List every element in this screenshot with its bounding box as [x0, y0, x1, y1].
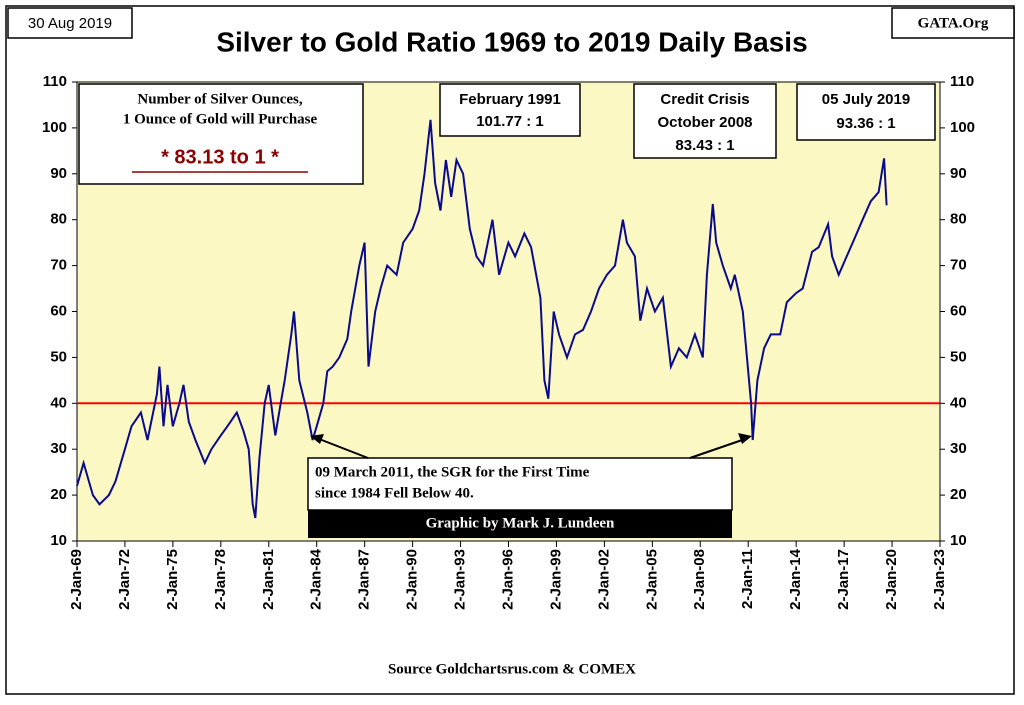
y2-tick-label: 10 [950, 532, 967, 549]
y2-tick-label: 70 [950, 257, 967, 274]
annotation-box [796, 83, 936, 141]
x-tick-label: 2-Jan-02 [595, 549, 612, 610]
series-line [76, 119, 888, 519]
y-tick-label: 20 [50, 486, 67, 503]
annotation-text: February 1991 [459, 91, 561, 108]
source: Source Goldchartsrus.com & COMEX [388, 661, 636, 677]
x-tick-label: 2-Jan-99 [547, 549, 564, 610]
y2-tick-label: 30 [950, 440, 967, 457]
info-line: Number of Silver Ounces, [137, 91, 303, 107]
annotation-text: October 2008 [657, 114, 752, 131]
x-tick-label: 2-Jan-69 [68, 549, 85, 610]
y2-tick-label: 20 [950, 486, 967, 503]
date-box [7, 7, 133, 39]
y-tick-label: 10 [50, 532, 67, 549]
x-tick-label: 2-Jan-81 [260, 549, 277, 610]
y-tick-label: 70 [50, 257, 67, 274]
y-tick-label: 80 [50, 211, 67, 228]
site-label: GATA.Org [918, 15, 989, 31]
x-tick-label: 2-Jan-08 [691, 549, 708, 610]
annotation-text: since 1984 Fell Below 40. [315, 485, 474, 501]
arrow-head [310, 434, 324, 444]
y2-tick-label: 40 [950, 394, 967, 411]
site-box [891, 7, 1015, 39]
x-tick-label: 2-Jan-17 [835, 549, 852, 610]
y-tick-label: 100 [42, 119, 67, 136]
annotation-box [439, 83, 581, 137]
x-tick-label: 2-Jan-78 [212, 549, 229, 610]
info-line: 1 Ounce of Gold will Purchase [123, 111, 318, 127]
x-tick-label: 2-Jan-87 [356, 549, 373, 610]
credit-box [308, 510, 732, 538]
x-tick-label: 2-Jan-93 [452, 549, 469, 610]
x-tick-label: 2-Jan-84 [308, 548, 325, 610]
y-tick-label: 60 [50, 302, 67, 319]
y2-tick-label: 100 [950, 119, 975, 136]
y-tick-label: 50 [50, 348, 67, 365]
date-label: 30 Aug 2019 [28, 15, 112, 32]
annotation-text: 101.77 : 1 [476, 113, 544, 130]
x-tick-label: 2-Jan-05 [643, 549, 660, 610]
y2-tick-label: 50 [950, 348, 967, 365]
x-tick-label: 2-Jan-72 [116, 549, 133, 610]
y2-tick-label: 90 [950, 165, 967, 182]
y2-tick-label: 110 [950, 73, 974, 90]
info-box [78, 83, 364, 185]
arrow [313, 436, 369, 459]
y-tick-label: 40 [50, 394, 67, 411]
annotation-text: 93.36 : 1 [836, 115, 895, 132]
x-tick-label: 2-Jan-90 [404, 549, 421, 610]
arrow-head [738, 433, 752, 444]
annotation-box [633, 83, 777, 159]
x-tick-label: 2-Jan-20 [883, 549, 900, 610]
arrow [689, 437, 749, 459]
annotation-box [307, 457, 733, 511]
credit: Graphic by Mark J. Lundeen [426, 515, 615, 531]
x-tick-label: 2-Jan-11 [739, 549, 756, 609]
y2-tick-label: 80 [950, 211, 967, 228]
chart-title: Silver to Gold Ratio 1969 to 2019 Daily … [216, 26, 807, 57]
x-tick-label: 2-Jan-23 [931, 549, 948, 610]
x-tick-label: 2-Jan-75 [164, 549, 181, 610]
annotation-text: 09 March 2011, the SGR for the First Tim… [315, 464, 590, 480]
x-tick-label: 2-Jan-96 [499, 549, 516, 610]
y-tick-label: 110 [43, 73, 67, 90]
y-tick-label: 90 [50, 165, 67, 182]
annotation-text: 83.43 : 1 [675, 137, 734, 154]
annotation-text: 05 July 2019 [822, 91, 910, 108]
y2-tick-label: 60 [950, 302, 967, 319]
current-ratio: * 83.13 to 1 * [161, 146, 279, 168]
y-tick-label: 30 [50, 440, 67, 457]
annotation-text: Credit Crisis [660, 91, 749, 108]
x-tick-label: 2-Jan-14 [787, 548, 804, 610]
